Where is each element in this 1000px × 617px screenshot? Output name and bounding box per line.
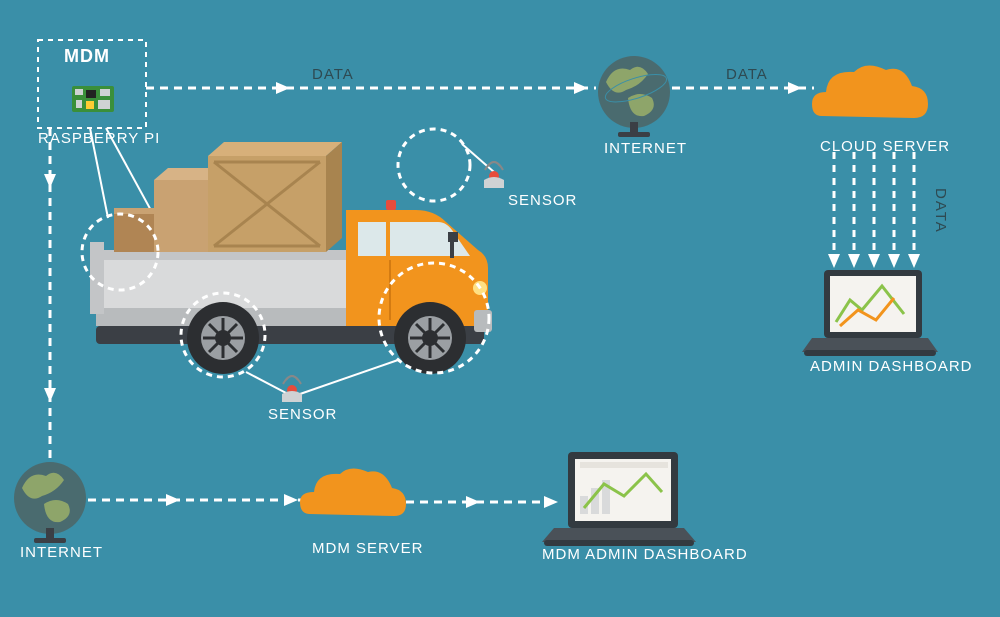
cloud-icon-bottom — [300, 468, 406, 516]
edge-mdmserver-to-mdmdash — [406, 496, 560, 508]
edge-cloud-to-admin-multi — [828, 152, 920, 268]
sensor-icon-bottom — [282, 376, 302, 402]
globe-icon-bottom — [14, 462, 86, 543]
data-label-vertical: DATA — [932, 188, 949, 234]
truck-wheel-rear — [187, 302, 259, 374]
edge-internet-to-cloud — [672, 82, 814, 94]
raspberry-pi-icon — [72, 86, 114, 112]
data-label-top-2: DATA — [726, 66, 768, 83]
edge-internet-bottom-to-mdmserver — [88, 494, 302, 506]
mdm-title: MDM — [64, 46, 110, 67]
globe-icon-top — [598, 56, 670, 137]
edge-mdm-to-internet-bottom — [44, 128, 56, 460]
sensor-bottom-label: SENSOR — [268, 406, 337, 423]
data-label-top-1: DATA — [312, 66, 354, 83]
sensor-icon-top — [484, 162, 504, 188]
internet-top-label: INTERNET — [604, 140, 687, 157]
cloud-server-label: CLOUD SERVER — [820, 138, 950, 155]
raspberry-pi-label: RASPBERRY PI — [38, 130, 160, 147]
mdm-server-label: MDM SERVER — [312, 540, 423, 557]
laptop-mdm-admin-dashboard — [542, 452, 696, 546]
cloud-icon-top — [812, 65, 928, 118]
internet-bottom-label: INTERNET — [20, 544, 103, 561]
diagram-canvas — [0, 0, 1000, 617]
admin-dashboard-label: ADMIN DASHBOARD — [810, 358, 973, 375]
laptop-admin-dashboard — [802, 270, 938, 356]
mdm-admin-dashboard-label: MDM ADMIN DASHBOARD — [542, 546, 748, 563]
edge-mdm-to-internet-top — [146, 82, 596, 94]
truck-icon — [90, 142, 492, 374]
sensor-top-label: SENSOR — [508, 192, 577, 209]
cargo-boxes — [114, 142, 342, 252]
truck-wheel-front — [394, 302, 466, 374]
